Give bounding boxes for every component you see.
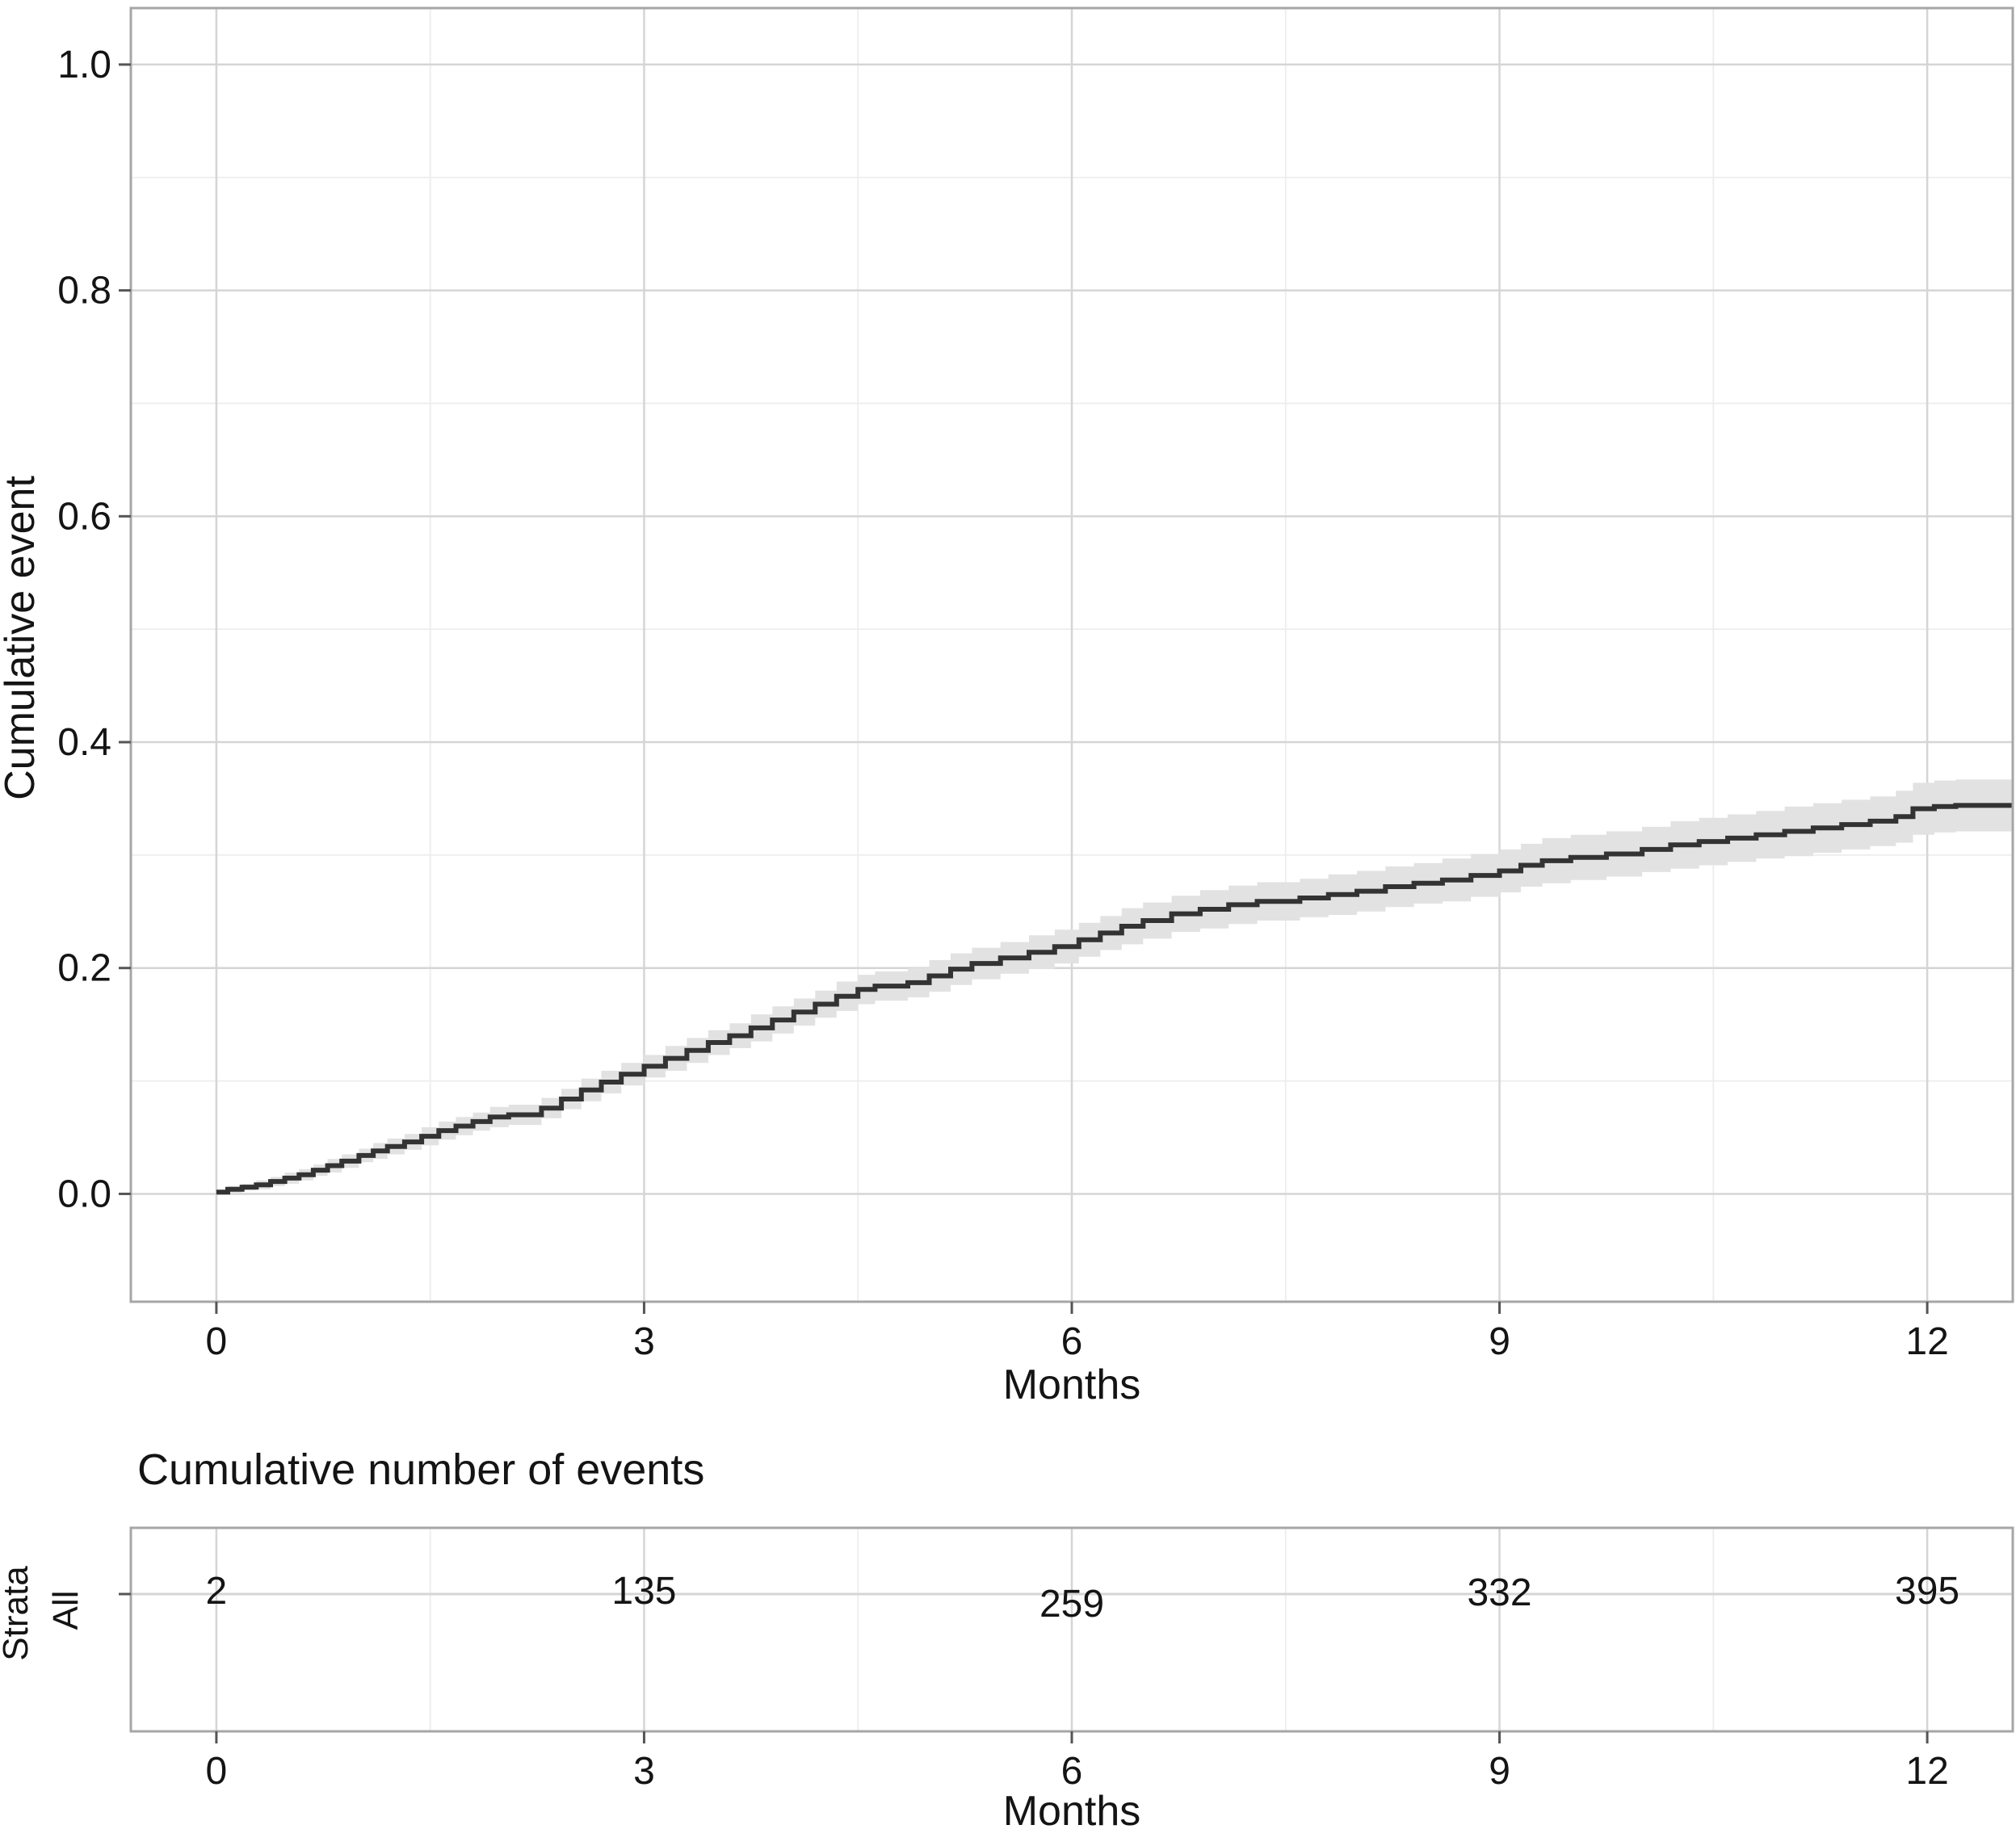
main-y-tick-label: 0.6 xyxy=(57,495,111,538)
table-x-tick-label: 0 xyxy=(206,1750,228,1793)
strata-axis-title: Strata xyxy=(0,1566,36,1661)
table-axis-ticks xyxy=(119,1592,1929,1743)
strata-row-label: All xyxy=(46,1591,86,1630)
event-count-value: 332 xyxy=(1467,1571,1531,1614)
table-gridlines-minor xyxy=(429,1528,1715,1731)
events-table-panel: Cumulative number of events 2 135 259 332 39… xyxy=(0,1445,2014,1835)
main-gridlines-major xyxy=(131,8,2013,1302)
main-plot-panel: 0 3 6 9 12 0.0 0.2 0.4 0.6 0.8 1.0 Cumulative eve… xyxy=(0,6,2014,1408)
table-x-tick-labels: 0 3 6 9 12 xyxy=(206,1750,1949,1793)
table-x-tick-label: 9 xyxy=(1489,1750,1510,1793)
table-gridlines-major xyxy=(215,1528,1929,1731)
table-x-axis-title: Months xyxy=(1003,1788,1141,1835)
table-x-tick-label: 6 xyxy=(1061,1750,1083,1793)
main-y-tick-labels: 0.0 0.2 0.4 0.6 0.8 1.0 xyxy=(57,44,111,1216)
main-axis-ticks xyxy=(119,63,1929,1314)
cumulative-event-curve xyxy=(216,803,2013,1195)
event-count-value: 395 xyxy=(1895,1570,1959,1613)
table-x-tick-label: 12 xyxy=(1905,1750,1948,1793)
main-y-tick-label: 0.2 xyxy=(57,947,111,990)
main-x-tick-label: 12 xyxy=(1905,1320,1948,1363)
main-y-tick-label: 1.0 xyxy=(57,44,111,86)
main-x-tick-label: 0 xyxy=(206,1320,228,1363)
main-x-tick-labels: 0 3 6 9 12 xyxy=(206,1320,1949,1363)
main-x-tick-label: 9 xyxy=(1489,1320,1510,1363)
event-count-value: 2 xyxy=(206,1570,228,1613)
event-count-value: 259 xyxy=(1040,1583,1104,1626)
events-table-title: Cumulative number of events xyxy=(137,1445,704,1494)
main-x-tick-label: 6 xyxy=(1061,1320,1083,1363)
main-y-tick-label: 0.0 xyxy=(57,1173,111,1215)
confidence-band xyxy=(216,779,2014,1195)
table-x-tick-label: 3 xyxy=(633,1750,655,1793)
y-axis-title: Cumulative event xyxy=(0,476,44,800)
main-y-tick-label: 0.8 xyxy=(57,270,111,313)
event-count-value: 135 xyxy=(611,1570,676,1613)
main-x-axis-title: Months xyxy=(1003,1361,1141,1408)
main-y-tick-label: 0.4 xyxy=(57,721,111,764)
main-x-tick-label: 3 xyxy=(633,1320,655,1363)
event-count-values: 2 135 259 332 395 xyxy=(206,1570,1960,1626)
